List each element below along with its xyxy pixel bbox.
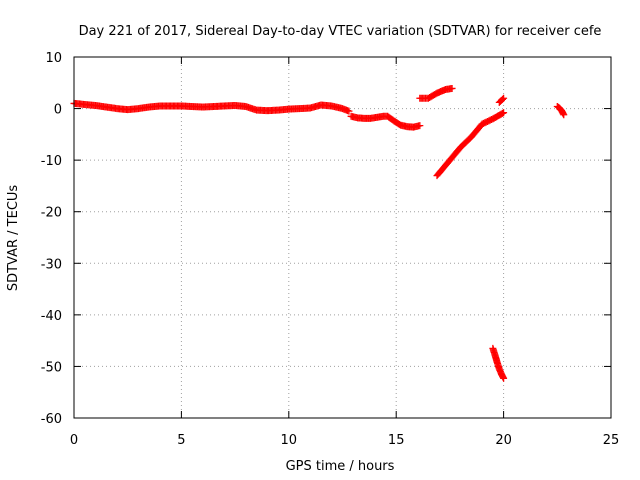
data-point — [416, 122, 424, 130]
axis-ticks — [73, 56, 612, 419]
data-point — [498, 109, 506, 117]
data-point — [448, 84, 456, 92]
y-tick-label: -20 — [41, 206, 62, 221]
y-tick-label: 10 — [45, 51, 62, 66]
y-tick-label: -40 — [41, 309, 62, 324]
data-point — [345, 107, 353, 115]
x-tick-label: 15 — [388, 433, 405, 448]
series-arc-4 — [433, 109, 508, 180]
y-tick-label: -50 — [41, 360, 62, 375]
series-arc-2 — [347, 112, 424, 131]
plot-frame — [73, 56, 612, 419]
data-point — [500, 94, 508, 102]
x-tick-label: 20 — [495, 433, 512, 448]
x-axis-label: GPS time / hours — [286, 459, 395, 474]
series-arc-6 — [489, 344, 508, 382]
x-tick-label: 5 — [177, 433, 185, 448]
series-arc-7 — [553, 103, 568, 119]
data-point — [500, 109, 508, 117]
y-tick-label: -30 — [41, 257, 62, 272]
data-point — [500, 374, 508, 382]
data-point — [499, 95, 507, 103]
series-arc-1 — [70, 99, 353, 115]
tick-labels: 0 5 10 15 20 25 -60 -50 -40 -30 -20 -10 0 10 — [41, 51, 620, 448]
y-tick-label: -60 — [41, 412, 62, 427]
x-tick-label: 25 — [603, 433, 620, 448]
y-tick-label: 0 — [54, 103, 62, 118]
x-tick-label: 0 — [70, 433, 78, 448]
y-tick-label: -10 — [41, 154, 62, 169]
y-axis-label: SDTVAR / TECUs — [6, 185, 21, 292]
data-points — [70, 84, 568, 382]
series-arc-5 — [495, 94, 508, 106]
x-tick-label: 10 — [281, 433, 298, 448]
chart-title: Day 221 of 2017, Sidereal Day-to-day VTE… — [79, 24, 602, 39]
series-arc-3 — [416, 84, 456, 102]
data-point — [560, 111, 568, 119]
